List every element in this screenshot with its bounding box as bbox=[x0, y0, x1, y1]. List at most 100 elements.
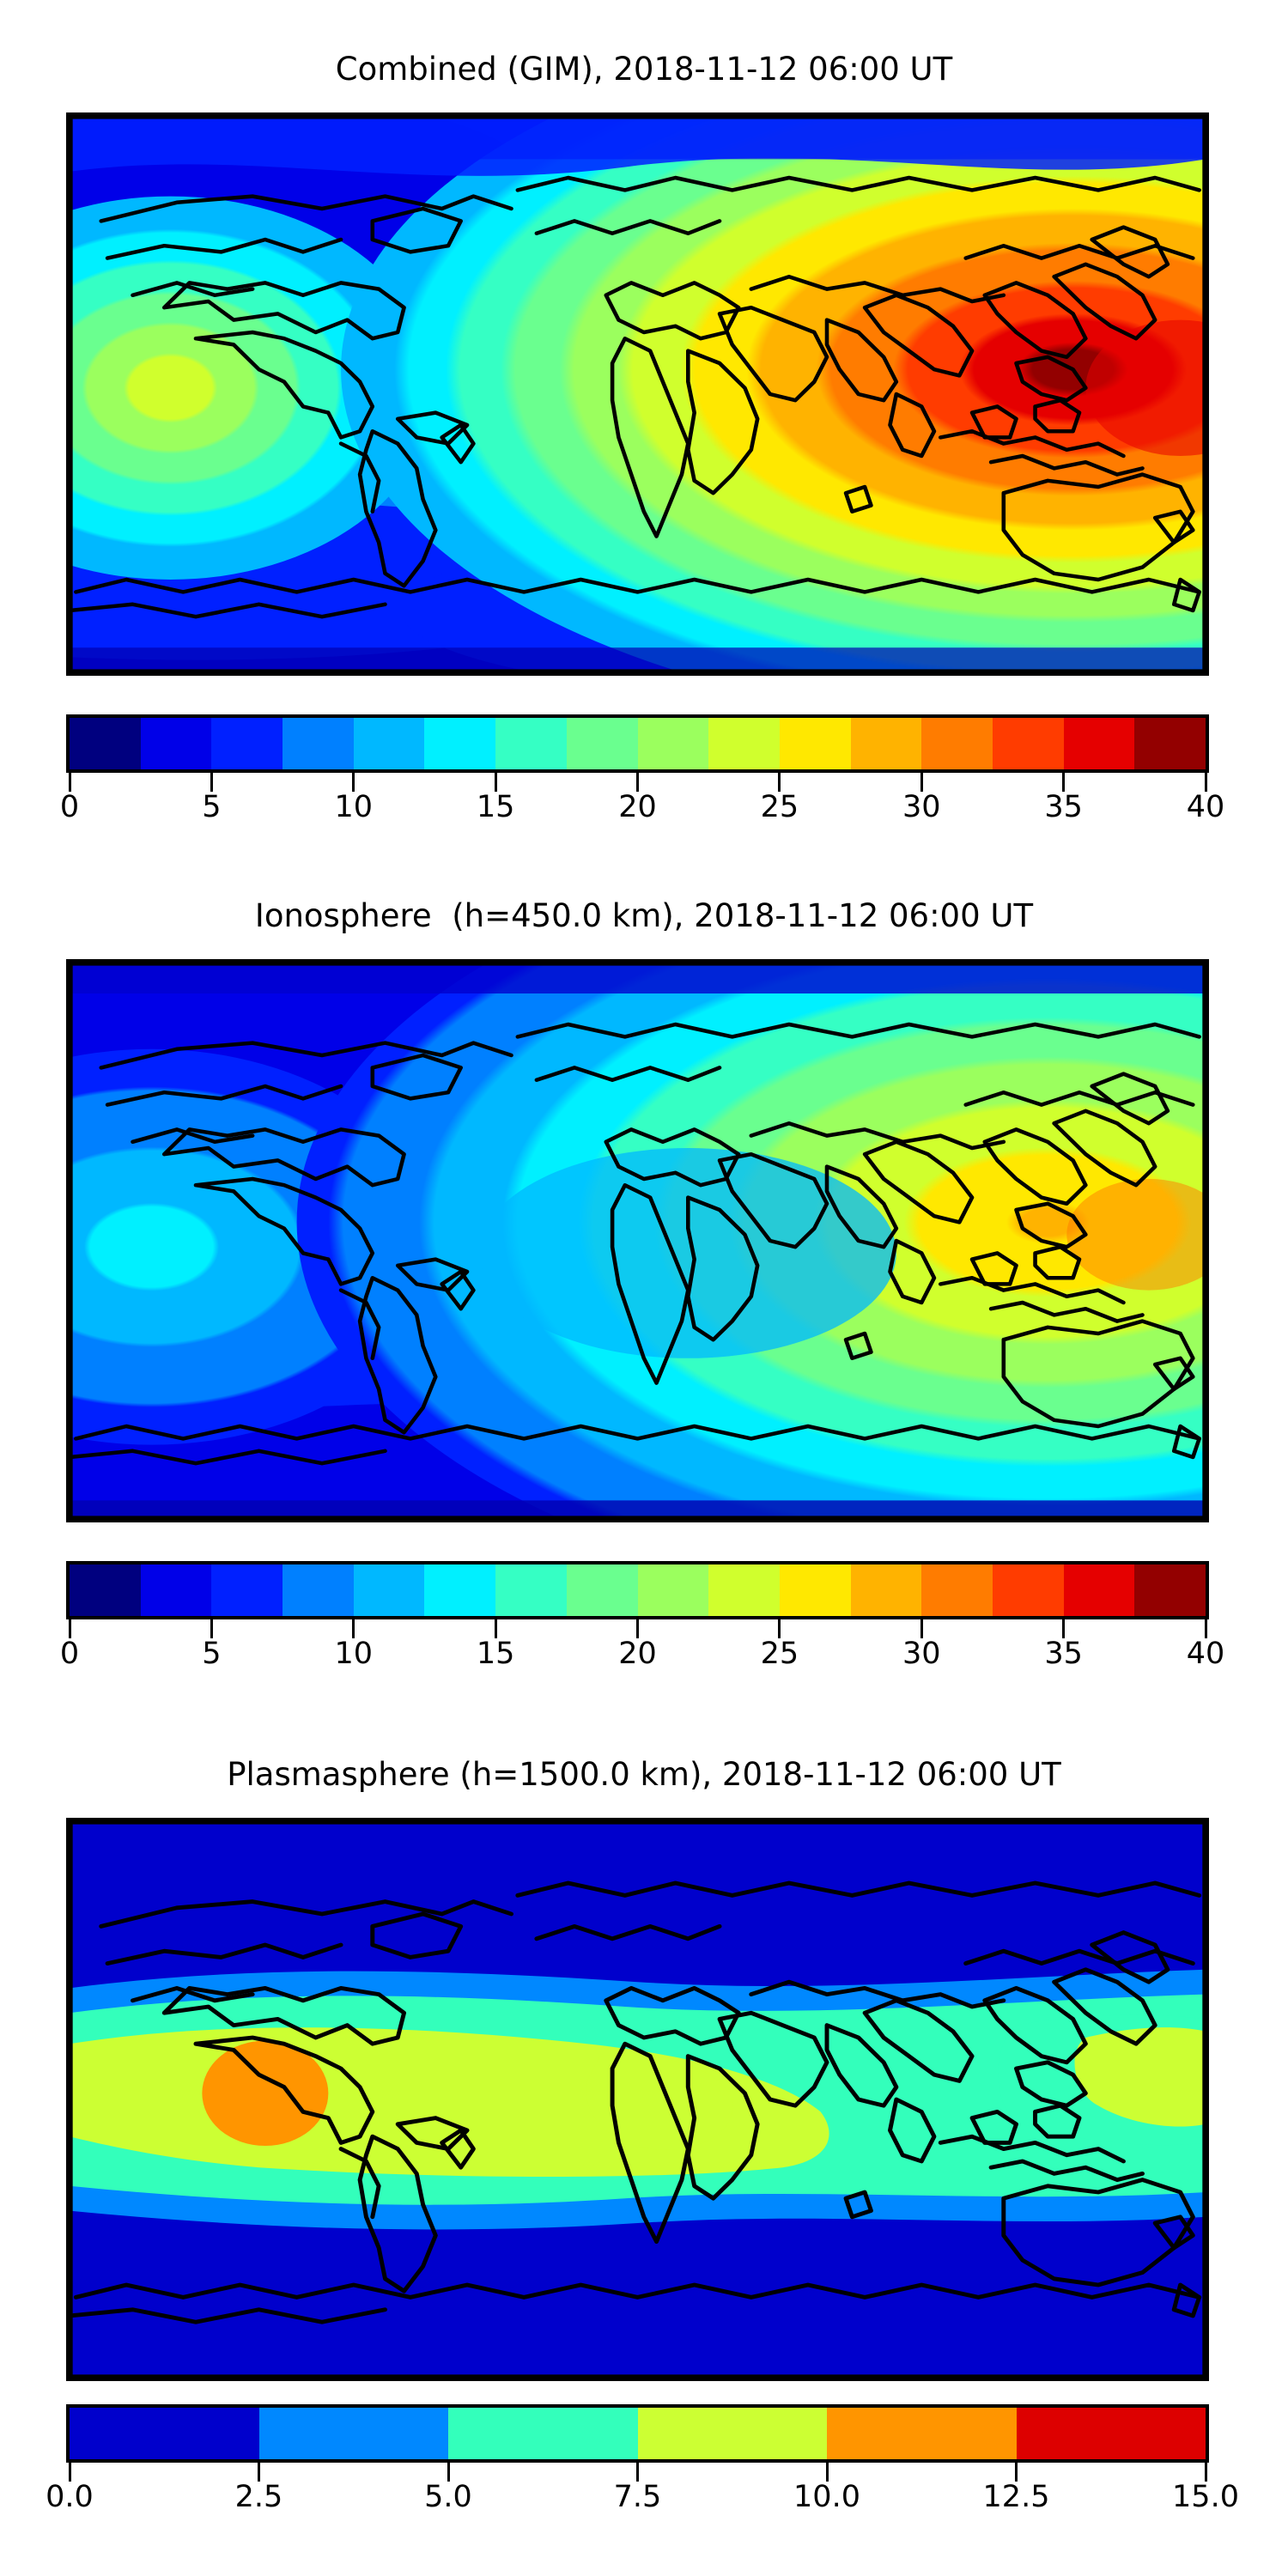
colorbar-segment bbox=[1134, 1564, 1206, 1616]
colorbar-tick bbox=[636, 2463, 639, 2482]
colorbar-tick-label: 40 bbox=[1186, 1637, 1225, 1671]
colorbar-segment bbox=[448, 2408, 638, 2459]
colorbar-segment bbox=[850, 718, 922, 769]
colorbar-tick-label: 30 bbox=[902, 1637, 941, 1671]
map-canvas-plasmasphere bbox=[70, 1821, 1206, 2378]
colorbar-segment bbox=[921, 718, 993, 769]
colorbar-segment bbox=[1063, 1564, 1135, 1616]
panel-title-combined: Combined (GIM), 2018-11-12 06:00 UT bbox=[335, 51, 953, 88]
colorbar-tick-label: 15 bbox=[476, 790, 515, 824]
colorbar-tick bbox=[447, 2463, 450, 2482]
colorbar-segment bbox=[850, 1564, 922, 1616]
colorbar-gradient-ionosphere bbox=[66, 1561, 1209, 1619]
colorbar-segment bbox=[566, 1564, 638, 1616]
colorbar-segment bbox=[353, 1564, 425, 1616]
colorbar-segment bbox=[827, 2408, 1017, 2459]
colorbar-tick bbox=[210, 1619, 213, 1638]
colorbar-tick-label: 0 bbox=[59, 790, 80, 824]
colorbar-tick-label: 2.5 bbox=[234, 2480, 283, 2514]
colorbar-tick-label: 7.5 bbox=[613, 2480, 662, 2514]
colorbar-gradient-combined bbox=[66, 714, 1209, 773]
map-svg-combined bbox=[70, 116, 1206, 672]
map-plasmasphere bbox=[66, 1818, 1209, 2381]
colorbar-tick bbox=[258, 2463, 260, 2482]
colorbar-ticks-plasmasphere bbox=[66, 2463, 1209, 2482]
colorbar-segment bbox=[779, 1564, 851, 1616]
colorbar-tick-label: 0 bbox=[59, 1637, 80, 1671]
colorbar-segment bbox=[1063, 718, 1135, 769]
colorbar-tick bbox=[68, 2463, 71, 2482]
colorbar-segment bbox=[140, 1564, 212, 1616]
colorbar-segment bbox=[353, 718, 425, 769]
colorbar-tick-label: 5 bbox=[202, 790, 222, 824]
map-svg-plasmasphere bbox=[70, 1821, 1206, 2378]
colorbar-ticks-combined bbox=[66, 773, 1209, 792]
colorbar-segment bbox=[1134, 718, 1206, 769]
colorbar-segment bbox=[283, 718, 354, 769]
colorbar-segment bbox=[424, 1564, 496, 1616]
panel-combined-gim: Combined (GIM), 2018-11-12 06:00 UT bbox=[0, 0, 1288, 859]
colorbar-tick bbox=[1062, 773, 1066, 792]
colorbar-tick bbox=[1204, 1619, 1207, 1638]
map-combined-gim bbox=[66, 112, 1209, 676]
colorbar-segment bbox=[779, 718, 851, 769]
colorbar-tick bbox=[920, 773, 923, 792]
colorbar-ionosphere: 0 5 10 15 20 25 30 35 40 bbox=[60, 1561, 1224, 1676]
colorbar-combined: 0 5 10 15 20 25 30 35 40 bbox=[60, 714, 1224, 829]
colorbar-segment bbox=[424, 718, 496, 769]
colorbar-tick bbox=[352, 773, 355, 792]
colorbar-segment bbox=[70, 1564, 141, 1616]
colorbar-tick-label: 10 bbox=[334, 790, 374, 824]
colorbar-labels-ionosphere: 0 5 10 15 20 25 30 35 40 bbox=[60, 1637, 1224, 1676]
colorbar-tick bbox=[825, 2463, 829, 2482]
colorbar-segment bbox=[495, 718, 567, 769]
map-canvas-ionosphere bbox=[70, 963, 1206, 1519]
colorbar-tick-label: 5.0 bbox=[424, 2480, 472, 2514]
colorbar-labels-plasmasphere: 0.0 2.5 5.0 7.5 10.0 12.5 15.0 bbox=[46, 2480, 1239, 2519]
colorbar-tick-label: 35 bbox=[1044, 790, 1083, 824]
colorbar-segment bbox=[211, 1564, 283, 1616]
colorbar-tick bbox=[920, 1619, 923, 1638]
colorbar-tick-label: 25 bbox=[760, 1637, 799, 1671]
colorbar-tick-label: 25 bbox=[760, 790, 799, 824]
colorbar-tick bbox=[1015, 2463, 1018, 2482]
colorbar-segment bbox=[258, 2408, 448, 2459]
coastlines bbox=[70, 1022, 1201, 1466]
colorbar-segment bbox=[140, 718, 212, 769]
colorbar-segment bbox=[495, 1564, 567, 1616]
colorbar-tick bbox=[68, 1619, 71, 1638]
colorbar-tick bbox=[778, 773, 781, 792]
colorbar-tick-label: 5 bbox=[202, 1637, 222, 1671]
colorbar-tick-label: 10 bbox=[334, 1637, 374, 1671]
panel-plasmasphere: Plasmasphere (h=1500.0 km), 2018-11-12 0… bbox=[0, 1717, 1288, 2576]
colorbar-segment bbox=[708, 1564, 780, 1616]
colorbar-tick bbox=[636, 1619, 639, 1638]
colorbar-gradient-plasmasphere bbox=[66, 2404, 1209, 2463]
colorbar-tick-label: 12.5 bbox=[982, 2480, 1050, 2514]
colorbar-tick bbox=[636, 773, 639, 792]
colorbar-tick-label: 15 bbox=[476, 1637, 515, 1671]
colorbar-segment bbox=[708, 718, 780, 769]
colorbar-tick bbox=[1204, 2463, 1207, 2482]
colorbar-tick-label: 35 bbox=[1044, 1637, 1083, 1671]
colorbar-tick bbox=[352, 1619, 355, 1638]
colorbar-tick bbox=[494, 1619, 497, 1638]
colorbar-ticks-ionosphere bbox=[66, 1619, 1209, 1638]
panel-title-plasmasphere: Plasmasphere (h=1500.0 km), 2018-11-12 0… bbox=[227, 1756, 1061, 1793]
coastlines bbox=[70, 175, 1201, 619]
colorbar-tick-label: 30 bbox=[902, 790, 941, 824]
colorbar-segment bbox=[992, 1564, 1064, 1616]
map-ionosphere bbox=[66, 959, 1209, 1522]
colorbar-segment bbox=[211, 718, 283, 769]
colorbar-segment bbox=[921, 1564, 993, 1616]
colorbar-tick bbox=[778, 1619, 781, 1638]
colorbar-tick bbox=[494, 773, 497, 792]
colorbar-segment bbox=[637, 718, 709, 769]
colorbar-segment bbox=[70, 718, 141, 769]
colorbar-segment bbox=[70, 2408, 259, 2459]
colorbar-tick-label: 20 bbox=[618, 790, 657, 824]
colorbar-segment bbox=[992, 718, 1064, 769]
colorbar-tick-label: 15.0 bbox=[1172, 2480, 1239, 2514]
colorbar-tick bbox=[1204, 773, 1207, 792]
